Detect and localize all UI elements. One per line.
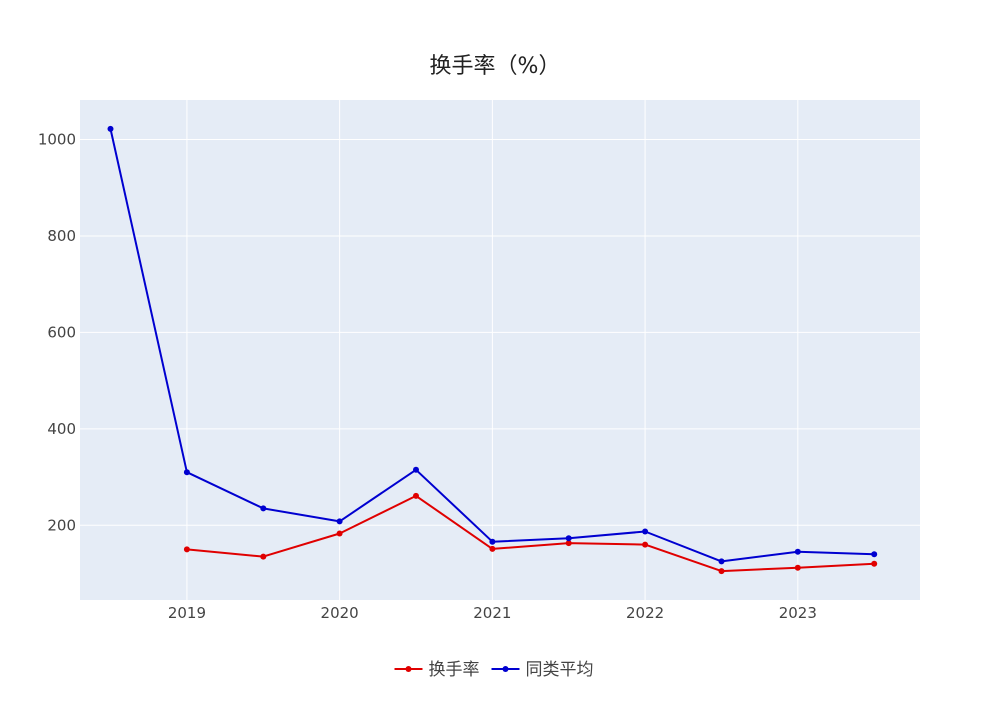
data-point[interactable] [260, 505, 267, 512]
y-tick-label: 1000 [38, 131, 76, 149]
data-point[interactable] [336, 530, 343, 537]
y-tick-label: 600 [47, 323, 76, 341]
plot-area [80, 100, 920, 600]
x-tick-label: 2021 [473, 604, 511, 622]
series-group [183, 492, 878, 575]
y-tick-label: 200 [47, 516, 76, 534]
legend-item[interactable]: 换手率 [394, 660, 480, 680]
grid-lines [80, 100, 920, 600]
data-point[interactable] [107, 125, 114, 132]
legend-label: 换手率 [429, 660, 480, 680]
series-lines [107, 125, 878, 575]
data-point[interactable] [489, 538, 496, 545]
legend-marker [502, 666, 509, 672]
x-tick-label: 2022 [626, 604, 664, 622]
data-point[interactable] [260, 553, 267, 560]
legend-marker [405, 666, 412, 672]
data-point[interactable] [565, 540, 572, 547]
x-tick-label: 2020 [321, 604, 359, 622]
data-point[interactable] [642, 541, 649, 548]
data-point[interactable] [718, 558, 725, 565]
axis-tick-labels: 2019 2020 2021 2022 2023 200 400 600 800 1000 [38, 131, 817, 622]
chart-title: 换手率（%） [430, 54, 561, 79]
x-tick-label: 2019 [168, 604, 206, 622]
data-point[interactable] [794, 564, 801, 571]
data-point[interactable] [336, 518, 343, 525]
data-point[interactable] [871, 560, 878, 567]
data-point[interactable] [794, 548, 801, 555]
data-point[interactable] [642, 528, 649, 535]
series-line [186, 494, 875, 573]
legend-item[interactable]: 同类平均 [491, 660, 594, 680]
data-point[interactable] [413, 466, 419, 473]
y-tick-label: 800 [47, 227, 76, 245]
series-group [107, 125, 878, 565]
y-tick-label: 400 [47, 420, 76, 438]
data-point[interactable] [489, 545, 496, 552]
data-point[interactable] [413, 492, 419, 499]
data-point[interactable] [183, 469, 190, 476]
data-point[interactable] [718, 568, 725, 575]
legend[interactable]: 换手率 同类平均 [394, 660, 594, 680]
x-tick-label: 2023 [779, 604, 817, 622]
legend-label: 同类平均 [526, 660, 594, 680]
data-point[interactable] [871, 551, 878, 558]
data-point[interactable] [565, 535, 572, 542]
data-point[interactable] [183, 546, 190, 553]
